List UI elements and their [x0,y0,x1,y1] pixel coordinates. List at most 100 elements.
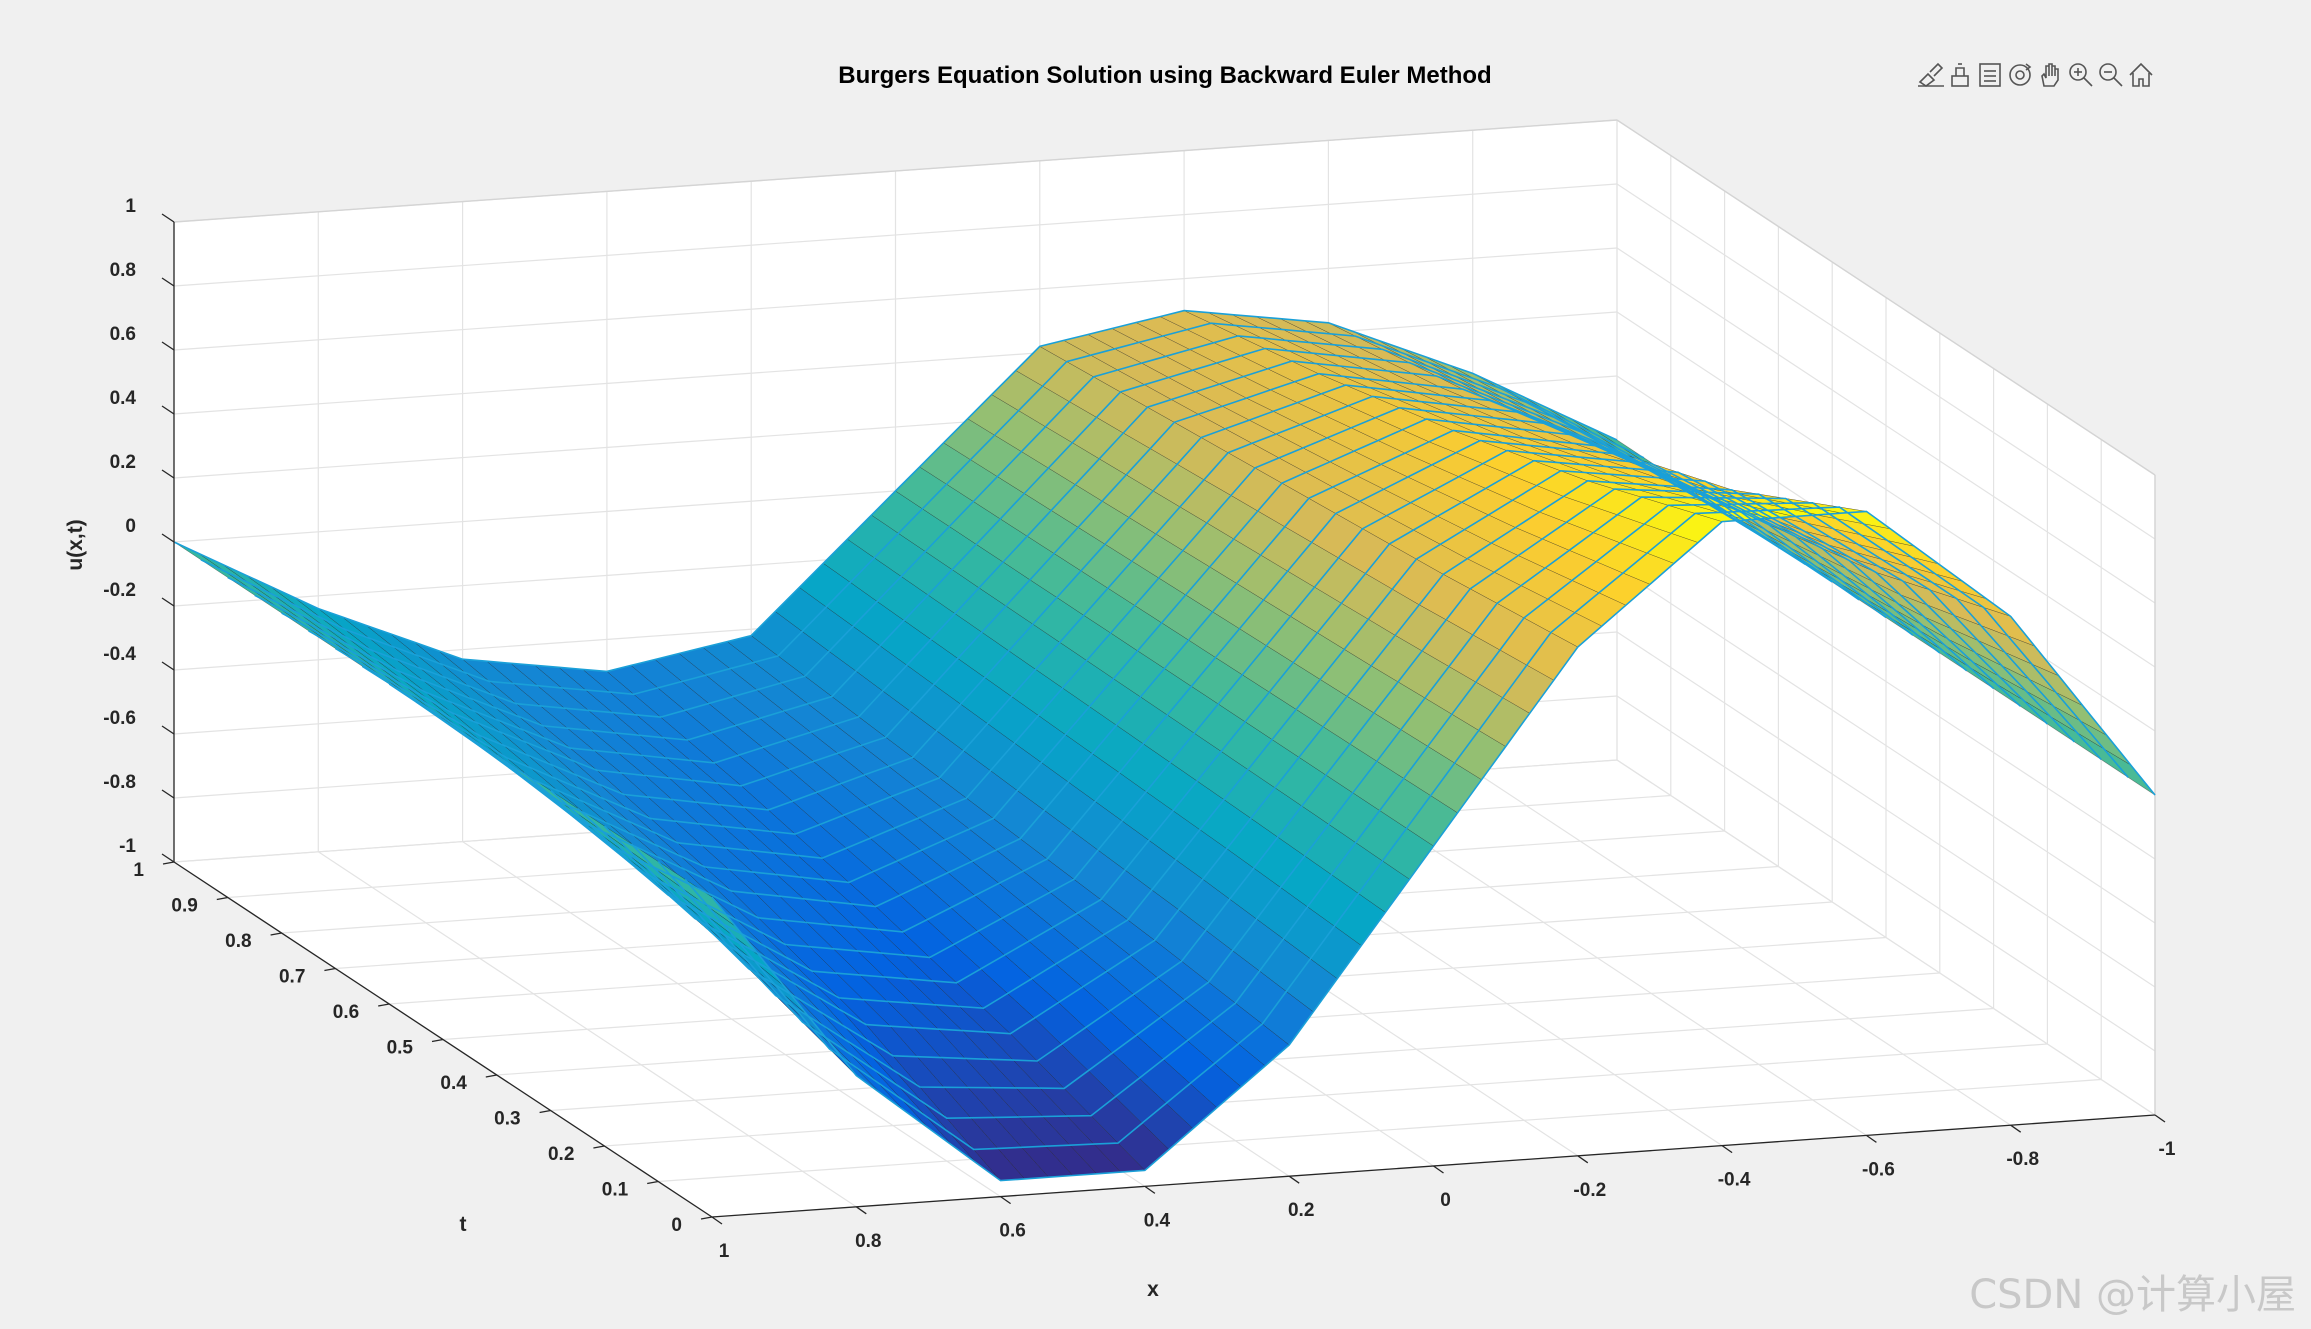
legend-icon[interactable] [1979,63,2001,87]
z-tick-mark [161,469,175,479]
z-tick-label: -0.4 [103,644,136,665]
x-tick-mark [1721,1145,1733,1154]
grid-line [173,311,1618,415]
mesh-line [496,449,1941,959]
x-tick-label: 0.8 [855,1231,881,1252]
t-tick-label: 0.2 [548,1144,574,1165]
t-tick-label: 0.8 [225,931,251,952]
mesh-line [308,372,1752,787]
grid-line [1616,311,2156,668]
z-tick-label: 0.2 [110,452,136,473]
x-tick-label: -1 [2159,1139,2176,1160]
x-tick-mark [2010,1124,2022,1133]
mesh-line [469,439,1914,933]
t-tick-label: 0.1 [602,1180,629,1201]
mesh-line [173,309,1618,673]
t-tick-mark [539,1109,551,1114]
frame-line [1616,119,2156,476]
x-tick-mark [1433,1165,1444,1174]
x-tick-label: 0.2 [1288,1200,1314,1221]
grid-line [604,1043,2048,1147]
t-tick-mark [270,932,282,936]
z-tick-mark [161,789,175,799]
grid-line [173,247,1618,351]
z-tick-mark [161,661,175,671]
x-tick-mark [1288,1175,1300,1184]
grid-line [1616,247,2156,604]
rotate-3d-icon[interactable] [2009,63,2032,86]
mesh-line [576,479,2022,1035]
t-tick-mark [162,861,175,865]
axes-toolbar [1918,62,2153,87]
t-tick-mark [700,1216,713,1220]
t-tick-label: 0.3 [494,1109,520,1130]
mesh-line [550,469,1995,1010]
x-tick-label: -0.2 [1573,1180,1606,1201]
z-tick-mark [161,597,175,607]
z-tick-label: 0.8 [110,260,136,281]
z-tick-label: 1 [125,196,136,217]
mesh-line [361,395,1806,835]
data-tip-icon[interactable] [1951,63,1969,87]
home-icon[interactable] [2129,62,2153,87]
t-tick-mark [485,1074,497,1078]
z-tick-label: 0.4 [110,388,137,409]
t-tick-label: 0.7 [279,967,305,988]
mesh-line [657,501,2102,1120]
watermark-text: CSDN @计算小屋 [1969,1272,2296,1318]
x-tick-label: -0.6 [1862,1159,1895,1180]
surface-plot [173,309,2156,1182]
x-tick-labels: 1 0.8 0.6 0.4 0.2 0 -0.2 -0.4 -0.6 -0.8 -1 [711,1114,2176,1262]
t-tick-label: 0.4 [440,1073,467,1094]
t-tick-mark [593,1145,605,1149]
x-tick-mark [2154,1114,2166,1123]
t-tick-mark [216,896,228,901]
brush-icon[interactable] [1918,62,1944,87]
mesh-line [711,510,2156,1182]
z-tick-label: -0.6 [103,708,136,729]
x-tick-label: 0.4 [1144,1210,1171,1231]
z-tick-label: 0 [125,516,136,537]
z-tick-mark [161,213,175,223]
mesh-line [603,488,2048,1062]
z-axis-label: u(x,t) [64,519,87,570]
grid-line [1616,567,2156,924]
x-tick-label: 0.6 [999,1221,1025,1242]
zoom-in-icon[interactable] [2069,63,2093,87]
x-tick-mark [1000,1196,1011,1205]
mesh-line [630,496,2075,1090]
t-tick-label: 0 [671,1215,682,1236]
mesh-line [227,335,1672,718]
x-tick-mark [1577,1155,1589,1164]
t-tick-label: 1 [133,860,144,881]
z-tick-mark [161,341,175,351]
z-tick-mark [161,853,175,863]
grid-line [1616,759,2156,1116]
z-tick-label: 0.6 [110,324,136,345]
z-tick-label: -0.2 [103,580,136,601]
mesh-line [200,322,1645,696]
grid-line [1616,631,2156,988]
x-tick-mark [1144,1185,1156,1194]
x-tick-mark [711,1216,723,1225]
z-tick-labels: -1 -0.8 -0.6 -0.4 -0.2 0 0.2 0.4 0.6 0.8 1 [103,196,175,863]
t-tick-mark [431,1038,444,1043]
x-tick-label: 0 [1440,1190,1451,1211]
zoom-out-icon[interactable] [2099,63,2123,87]
mesh-line [334,384,1779,811]
grid-line [173,183,1618,287]
t-tick-labels: 0 0.1 0.2 0.3 0.4 0.5 0.6 0.7 0.8 0.9 1 [133,860,713,1236]
grid-line [658,1078,2102,1183]
t-tick-label: 0.6 [333,1002,359,1023]
t-tick-label: 0.9 [171,896,197,917]
chart-title: Burgers Equation Solution using Backward… [838,62,1491,89]
pan-hand-icon[interactable] [2041,63,2059,87]
x-axis-label: x [1147,1278,1159,1301]
z-tick-label: -0.8 [103,772,136,793]
grid-line [1616,695,2156,1052]
t-axis-label: t [460,1213,467,1236]
z-tick-mark [161,405,175,415]
x-tick-label: -0.8 [2006,1149,2039,1170]
x-tick-label: -0.4 [1718,1170,1751,1191]
